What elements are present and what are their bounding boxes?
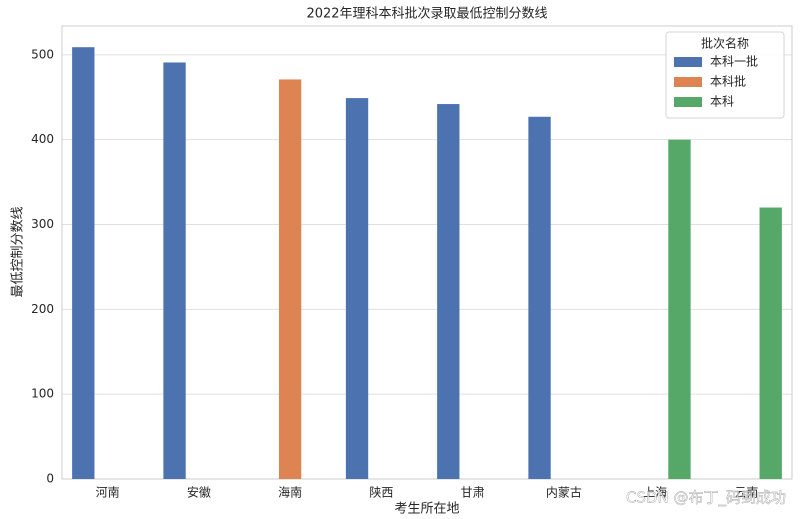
x-tick-label: 云南 [734,485,758,500]
bar [668,139,691,479]
bar [759,207,782,480]
y-tick-label: 100 [31,387,54,401]
legend-box [665,31,785,119]
bar [163,62,186,479]
bar [528,116,551,480]
legend-label: 本科批 [710,74,746,89]
x-tick-label: 甘肃 [461,486,485,500]
legend-label: 本科一批 [710,54,758,69]
y-tick-label: 400 [31,132,54,146]
x-axis-label: 考生所在地 [394,502,459,517]
x-tick-label: 上海 [643,485,667,500]
x-tick-label: 内蒙古 [546,485,582,500]
watermark: CSDN @布丁_码到成功 [626,489,786,508]
bar [437,104,460,479]
legend-label: 本科 [710,95,734,109]
x-tick-label: 河南 [96,485,120,500]
bar [345,98,369,479]
legend-swatch [674,77,702,87]
x-tick-label: 海南 [278,485,302,500]
legend-swatch [674,97,702,107]
y-tick-label: 200 [31,302,54,316]
legend-title: 批次名称 [701,36,749,51]
bar [72,47,95,480]
y-tick-label: 0 [46,472,54,486]
y-tick-label: 500 [31,47,54,61]
y-axis-label: 最低控制分数线 [11,206,26,297]
plot-frame [61,25,793,480]
y-tick-label: 300 [31,217,54,231]
legend-swatch [674,57,702,67]
x-tick-label: 陕西 [369,485,393,500]
bar [278,79,302,479]
chart-title: 2022年理科本科批次录取最低控制分数线 [306,6,547,22]
x-tick-label: 安徽 [187,485,211,500]
